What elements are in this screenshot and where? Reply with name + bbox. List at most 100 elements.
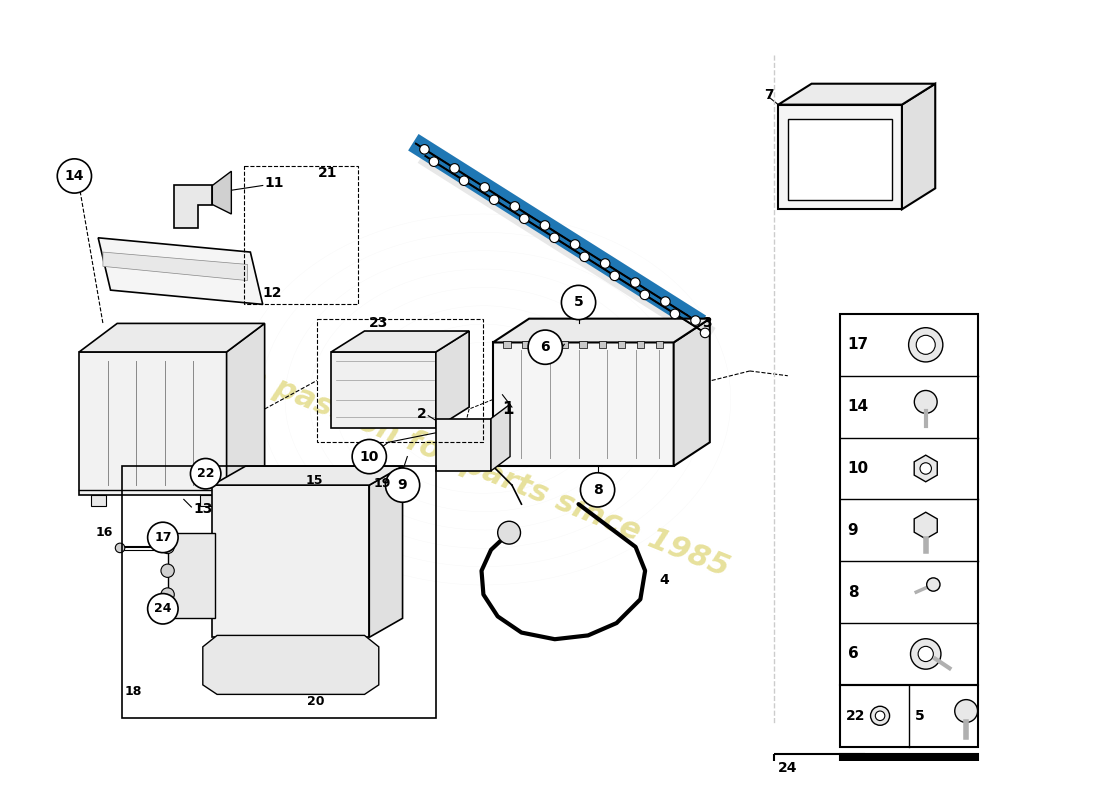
- Circle shape: [510, 202, 519, 211]
- Circle shape: [161, 564, 174, 578]
- Polygon shape: [202, 635, 378, 694]
- Bar: [90, 494, 106, 506]
- Circle shape: [147, 594, 178, 624]
- Bar: [617, 341, 625, 348]
- Circle shape: [540, 221, 550, 230]
- Text: 7: 7: [764, 88, 773, 102]
- Text: 5: 5: [574, 295, 583, 310]
- Circle shape: [914, 390, 937, 414]
- Text: 2: 2: [417, 406, 427, 421]
- Bar: [580, 341, 587, 348]
- Polygon shape: [779, 105, 902, 210]
- Circle shape: [876, 711, 884, 721]
- Circle shape: [352, 439, 386, 474]
- Circle shape: [630, 278, 640, 287]
- Polygon shape: [370, 466, 403, 638]
- Circle shape: [661, 297, 670, 306]
- Circle shape: [909, 328, 943, 362]
- Circle shape: [926, 578, 940, 591]
- Text: 13: 13: [194, 502, 212, 516]
- Polygon shape: [493, 342, 673, 466]
- Text: 16: 16: [95, 526, 112, 539]
- Polygon shape: [98, 238, 263, 304]
- Text: 6: 6: [540, 340, 550, 354]
- Circle shape: [57, 159, 91, 193]
- Text: 22: 22: [197, 467, 215, 480]
- Polygon shape: [914, 455, 937, 482]
- Bar: [522, 341, 530, 348]
- Circle shape: [581, 473, 615, 507]
- Text: 17: 17: [154, 531, 172, 544]
- Circle shape: [190, 458, 221, 489]
- Text: 15: 15: [306, 474, 323, 487]
- Text: 21: 21: [318, 166, 338, 180]
- Text: 9: 9: [848, 523, 858, 538]
- Circle shape: [561, 286, 596, 320]
- Circle shape: [570, 240, 580, 250]
- Polygon shape: [436, 418, 491, 471]
- Bar: [561, 341, 568, 348]
- Circle shape: [918, 646, 933, 662]
- Bar: [244, 166, 358, 304]
- Bar: [656, 341, 663, 348]
- Text: 8: 8: [593, 483, 603, 497]
- Polygon shape: [331, 331, 469, 352]
- Circle shape: [460, 176, 469, 186]
- Circle shape: [385, 468, 420, 502]
- Text: 12: 12: [263, 286, 283, 300]
- Text: 19: 19: [374, 477, 392, 490]
- Polygon shape: [167, 533, 216, 618]
- Polygon shape: [493, 318, 710, 342]
- Polygon shape: [914, 512, 937, 539]
- Circle shape: [161, 588, 174, 601]
- Circle shape: [420, 145, 429, 154]
- Text: 14: 14: [848, 399, 869, 414]
- Text: 6: 6: [848, 646, 858, 662]
- Circle shape: [920, 462, 932, 474]
- Text: 11: 11: [265, 176, 284, 190]
- Circle shape: [161, 540, 174, 554]
- Circle shape: [429, 157, 439, 166]
- Text: 22: 22: [846, 709, 866, 722]
- Circle shape: [806, 785, 817, 796]
- Circle shape: [550, 233, 559, 242]
- Circle shape: [490, 195, 499, 205]
- Text: 5: 5: [915, 709, 924, 722]
- Circle shape: [519, 214, 529, 223]
- Text: 24: 24: [779, 761, 798, 774]
- Circle shape: [916, 335, 935, 354]
- Text: 18: 18: [124, 685, 142, 698]
- Text: 17: 17: [848, 338, 869, 352]
- Bar: [773, 754, 864, 800]
- Bar: [637, 341, 645, 348]
- Circle shape: [580, 252, 590, 262]
- Polygon shape: [331, 352, 436, 428]
- Polygon shape: [902, 84, 935, 210]
- Text: 4: 4: [659, 574, 669, 587]
- Text: 9: 9: [398, 478, 407, 492]
- Bar: [541, 341, 549, 348]
- Polygon shape: [212, 466, 403, 485]
- Text: 1: 1: [503, 400, 514, 418]
- Circle shape: [691, 316, 701, 326]
- Circle shape: [800, 779, 823, 800]
- Polygon shape: [79, 323, 265, 352]
- Circle shape: [701, 328, 710, 338]
- Polygon shape: [212, 171, 231, 214]
- Circle shape: [670, 309, 680, 318]
- Bar: [504, 341, 512, 348]
- Bar: [317, 318, 483, 442]
- Polygon shape: [779, 84, 935, 105]
- Circle shape: [528, 330, 562, 364]
- Text: 8: 8: [848, 585, 858, 600]
- Polygon shape: [491, 404, 510, 471]
- Circle shape: [116, 543, 124, 553]
- Text: a passion for parts since 1985: a passion for parts since 1985: [241, 361, 734, 582]
- Circle shape: [601, 258, 609, 268]
- Circle shape: [870, 706, 890, 726]
- Circle shape: [911, 638, 940, 669]
- Bar: [840, 685, 978, 746]
- Circle shape: [609, 271, 619, 281]
- Bar: [840, 314, 978, 685]
- Polygon shape: [174, 186, 212, 228]
